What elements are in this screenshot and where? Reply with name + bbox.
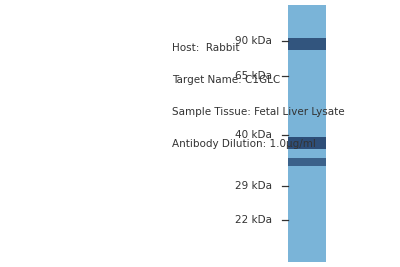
- Text: 22 kDa: 22 kDa: [235, 215, 272, 225]
- Bar: [288, 137, 326, 149]
- Bar: [288, 5, 326, 262]
- Bar: [288, 38, 326, 50]
- Text: 90 kDa: 90 kDa: [235, 36, 272, 46]
- Text: 40 kDa: 40 kDa: [235, 130, 272, 140]
- Text: Sample Tissue: Fetal Liver Lysate: Sample Tissue: Fetal Liver Lysate: [172, 107, 345, 117]
- Text: Target Name: C1GLC: Target Name: C1GLC: [172, 75, 280, 85]
- Text: Antibody Dilution: 1.0μg/ml: Antibody Dilution: 1.0μg/ml: [172, 139, 316, 149]
- Text: 65 kDa: 65 kDa: [235, 71, 272, 81]
- Text: Host:  Rabbit: Host: Rabbit: [172, 43, 240, 53]
- Text: 29 kDa: 29 kDa: [235, 180, 272, 191]
- Bar: [288, 158, 326, 166]
